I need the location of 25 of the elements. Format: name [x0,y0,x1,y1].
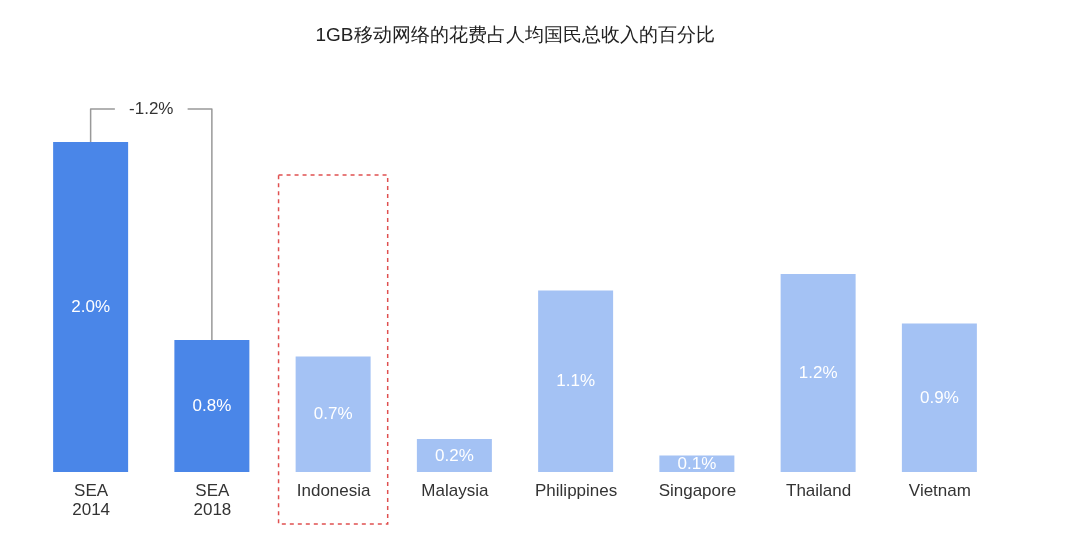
chart-title: 1GB移动网络的花费占人均国民总收入的百分比 [315,24,715,45]
data-label: 0.1% [677,453,717,473]
x-tick-label: SEA 2018 [193,480,232,519]
data-label: 0.8% [192,396,232,415]
bar [780,274,856,472]
data-label: 2.0% [71,297,110,316]
text: -1.2% [129,99,174,118]
x-tick-label: Malaysia [421,480,489,500]
x-tick-label: SEA 2014 [72,480,111,519]
bar [53,142,129,472]
bar [295,356,371,472]
x-tick-label: Vietnam [908,480,971,500]
x-tick-label: Thailand [786,480,852,500]
x-tick-label: Philippines [535,480,618,500]
data-label: 0.7% [313,404,353,424]
data-label: 0.2% [435,445,474,465]
x-tick-label: Indonesia [296,480,372,500]
data-label: 1.2% [798,363,838,382]
bar [416,439,492,472]
data-label: 0.9% [920,387,959,407]
bar [174,340,250,472]
bar [901,323,977,472]
data-label: 1.1% [556,371,595,391]
x-tick-label: Singapore [658,480,737,500]
bar [538,290,614,472]
